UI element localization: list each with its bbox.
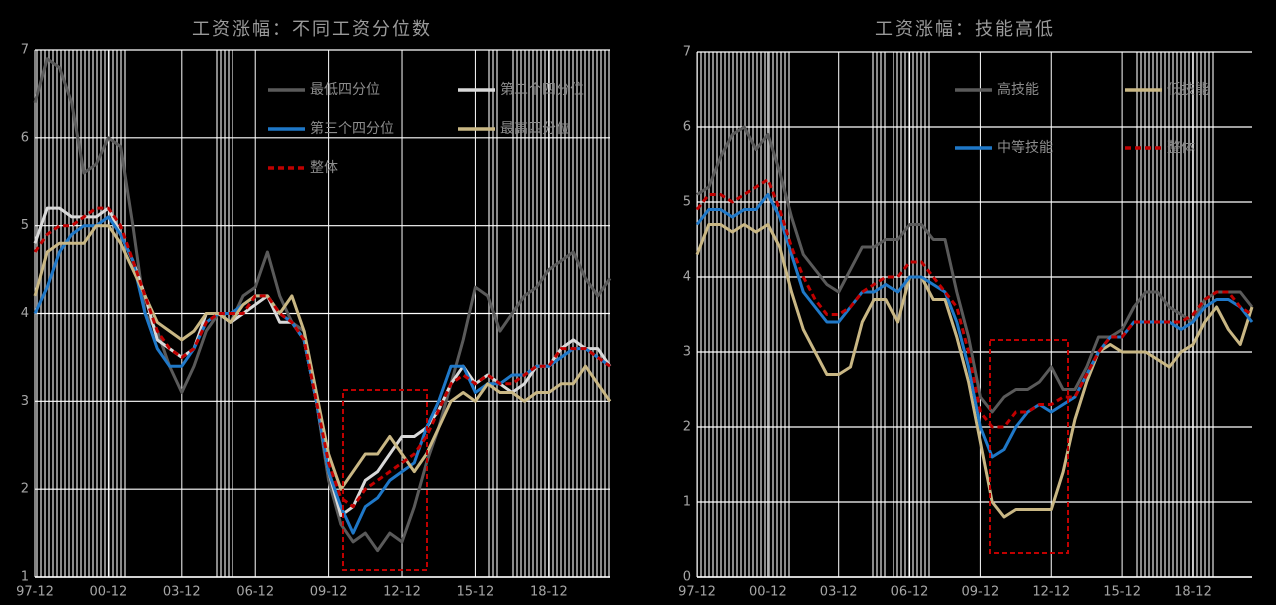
x-tick-label: 06-12 xyxy=(891,585,929,600)
y-tick-label: 2 xyxy=(21,482,29,497)
x-tick-label: 97-12 xyxy=(16,585,54,600)
y-tick-label: 1 xyxy=(21,570,29,585)
series-line xyxy=(33,224,612,491)
legend-label: 第二个四分位 xyxy=(500,81,584,98)
y-tick-label: 3 xyxy=(21,394,29,409)
y-tick-label: 5 xyxy=(21,218,29,233)
y-tick-label: 7 xyxy=(683,45,691,60)
y-tick-label: 6 xyxy=(21,130,29,145)
legend-label: 整体 xyxy=(1167,140,1195,156)
legend-label: 最低四分位 xyxy=(310,82,380,98)
series-line xyxy=(33,206,611,509)
shaded-period xyxy=(697,52,790,577)
y-tick-label: 4 xyxy=(683,270,691,285)
y-tick-label: 3 xyxy=(683,345,691,360)
y-tick-label: 4 xyxy=(21,306,29,321)
chart-title: 工资涨幅：技能高低 xyxy=(875,19,1055,40)
y-tick-label: 0 xyxy=(683,570,691,585)
chart-title: 工资涨幅：不同工资分位数 xyxy=(192,19,432,40)
y-tick-label: 2 xyxy=(683,420,691,435)
x-tick-label: 15-12 xyxy=(1103,585,1141,600)
x-tick-label: 12-12 xyxy=(1032,585,1070,600)
legend-label: 中等技能 xyxy=(997,139,1053,156)
x-tick-label: 18-12 xyxy=(530,585,568,600)
x-tick-label: 09-12 xyxy=(310,585,348,600)
x-tick-label: 06-12 xyxy=(236,585,274,600)
y-tick-label: 6 xyxy=(683,120,691,135)
y-tick-label: 7 xyxy=(21,43,29,58)
x-tick-label: 15-12 xyxy=(457,585,495,600)
highlight-box xyxy=(342,389,428,571)
x-tick-label: 03-12 xyxy=(163,585,201,600)
y-tick-label: 5 xyxy=(683,195,691,210)
y-tick-label: 1 xyxy=(683,495,691,510)
x-tick-label: 00-12 xyxy=(749,585,787,600)
legend-label: 整体 xyxy=(310,160,338,176)
x-tick-label: 09-12 xyxy=(962,585,1000,600)
legend-label: 最高四分位 xyxy=(500,120,570,137)
x-tick-label: 03-12 xyxy=(820,585,858,600)
x-tick-label: 18-12 xyxy=(1174,585,1212,600)
series-line xyxy=(696,125,1254,414)
highlight-box xyxy=(989,339,1069,554)
series-line xyxy=(695,223,1254,519)
shaded-period xyxy=(870,52,887,577)
series-line xyxy=(695,178,1253,429)
legend-label: 高技能 xyxy=(997,81,1039,98)
legend-label: 低技能 xyxy=(1167,82,1209,98)
x-tick-label: 97-12 xyxy=(678,585,716,600)
legend-label: 第三个四分位 xyxy=(310,120,394,137)
x-tick-label: 12-12 xyxy=(383,585,421,600)
shaded-period xyxy=(1135,52,1215,577)
x-tick-label: 00-12 xyxy=(90,585,128,600)
